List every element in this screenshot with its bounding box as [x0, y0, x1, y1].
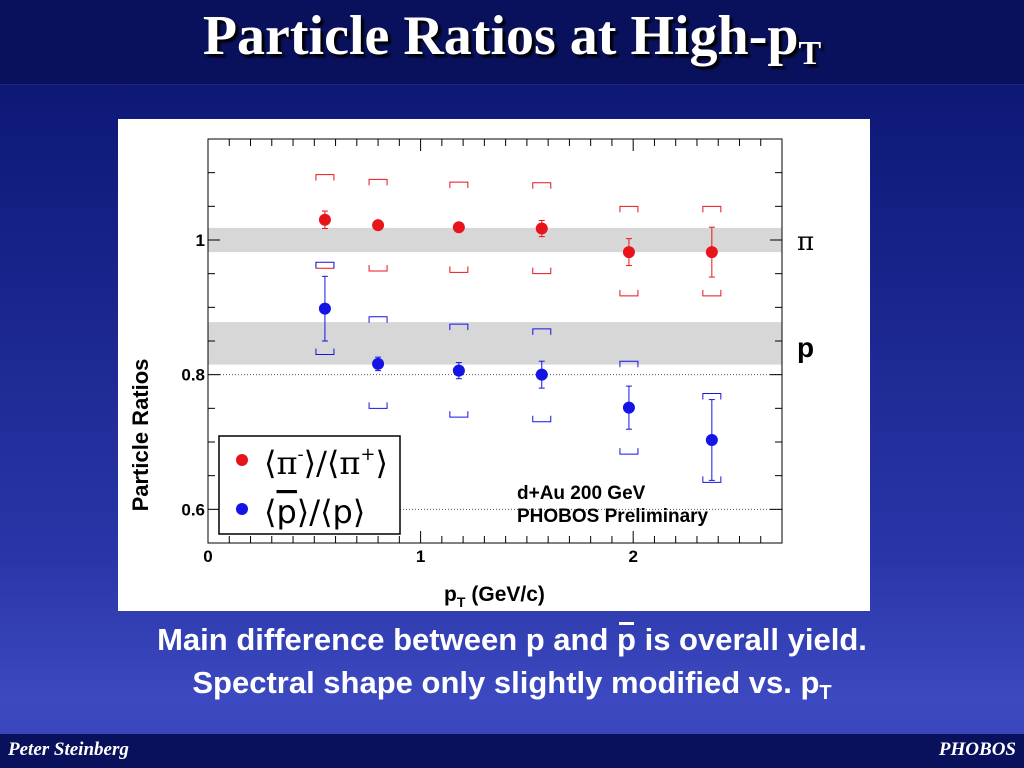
caption-line-1-end: is overall yield. — [635, 622, 867, 657]
particle-ratios-chart: 0.6 0.8 1 0 1 2 Particle Ratios pT (GeV/c) π p… — [128, 138, 814, 610]
sys-bracket-upper — [619, 360, 639, 368]
caption-pbar-symbol: p — [617, 622, 636, 657]
data-point-pion — [318, 213, 331, 226]
sys-bracket-lower — [532, 415, 552, 423]
annotation-preliminary: PHOBOS Preliminary — [517, 506, 709, 527]
x-tick-label: 1 — [416, 547, 425, 566]
data-point-proton — [705, 433, 718, 446]
sys-bracket-upper — [702, 393, 722, 400]
data-point-layer — [318, 213, 718, 446]
footer-experiment: PHOBOS — [938, 739, 1016, 760]
caption-line-2-subscript: T — [819, 682, 832, 704]
band-1 — [208, 322, 782, 365]
data-point-proton — [372, 357, 385, 370]
y-axis-label: Particle Ratios — [128, 359, 153, 512]
sys-bracket-upper — [368, 316, 388, 323]
legend-marker-pion — [236, 454, 248, 466]
y-tick-label: 0.6 — [181, 500, 205, 519]
sys-bracket-upper — [619, 205, 639, 213]
sys-bracket-upper — [449, 323, 469, 331]
caption-line-1-start: Main difference between p and — [157, 622, 618, 657]
legend: ⟨π-⟩/⟨π+⟩ ⟨p⟩/⟨p⟩ — [218, 435, 401, 535]
legend-box — [218, 435, 401, 535]
title-subscript: T — [798, 35, 822, 72]
caption-line-2-text: Spectral shape only slightly modified vs… — [192, 665, 820, 700]
caption-line-1: Main difference between p and p is overa… — [0, 622, 1024, 658]
sys-bracket-lower — [315, 262, 335, 269]
pion-band-label: π — [797, 227, 814, 257]
band-layer — [208, 227, 782, 365]
sys-bracket-lower — [532, 267, 552, 275]
y-tick-label: 1 — [196, 231, 205, 250]
sys-bracket-upper — [702, 205, 722, 213]
title-bar — [0, 0, 1024, 85]
sys-bracket-lower — [702, 289, 722, 297]
x-axis-label: pT (GeV/c) — [444, 583, 545, 610]
legend-label-pion: ⟨π-⟩/⟨π+⟩ — [264, 444, 388, 482]
title-text: Particle Ratios at High-p — [202, 5, 799, 67]
footer-author: Peter Steinberg — [8, 739, 129, 760]
legend-label-proton: ⟨p⟩/⟨p⟩ — [264, 493, 365, 531]
band-0 — [208, 227, 782, 253]
sys-bracket-lower — [449, 411, 469, 418]
sys-bracket-lower — [619, 289, 639, 297]
sys-bracket-upper — [368, 178, 388, 186]
axis-layer: 0.6 0.8 1 0 1 2 — [181, 138, 783, 566]
sys-bracket-lower — [368, 264, 388, 272]
sys-bracket-upper — [532, 328, 552, 335]
sys-bracket-lower — [368, 402, 388, 409]
sys-bracket-upper — [449, 181, 469, 189]
sys-bracket-lower — [315, 348, 335, 355]
footer-bar — [0, 734, 1024, 768]
sys-bracket-lower — [619, 448, 639, 455]
data-point-proton — [622, 401, 635, 414]
data-point-proton — [452, 364, 465, 377]
proton-band-label: p — [797, 332, 814, 363]
y-tick-label: 0.8 — [181, 366, 205, 385]
systematic-bracket-layer — [315, 174, 722, 483]
x-tick-label: 0 — [203, 547, 212, 566]
data-point-pion — [622, 246, 635, 259]
data-point-pion — [372, 219, 385, 232]
legend-marker-proton — [236, 503, 248, 515]
data-point-proton — [318, 302, 331, 315]
sys-bracket-upper — [532, 182, 552, 189]
sys-bracket-lower — [449, 266, 469, 273]
annotation-collision-system: d+Au 200 GeV — [517, 483, 646, 504]
data-point-pion — [705, 246, 718, 259]
data-point-pion — [452, 221, 465, 234]
sys-bracket-upper — [315, 174, 335, 181]
sys-bracket-upper — [315, 261, 335, 269]
slide-title: Particle Ratios at High-pT — [0, 4, 1024, 73]
sys-bracket-lower — [702, 476, 722, 483]
data-point-pion — [535, 222, 548, 235]
x-tick-label: 2 — [628, 547, 637, 566]
data-point-proton — [535, 368, 548, 381]
caption-line-2: Spectral shape only slightly modified vs… — [0, 665, 1024, 705]
